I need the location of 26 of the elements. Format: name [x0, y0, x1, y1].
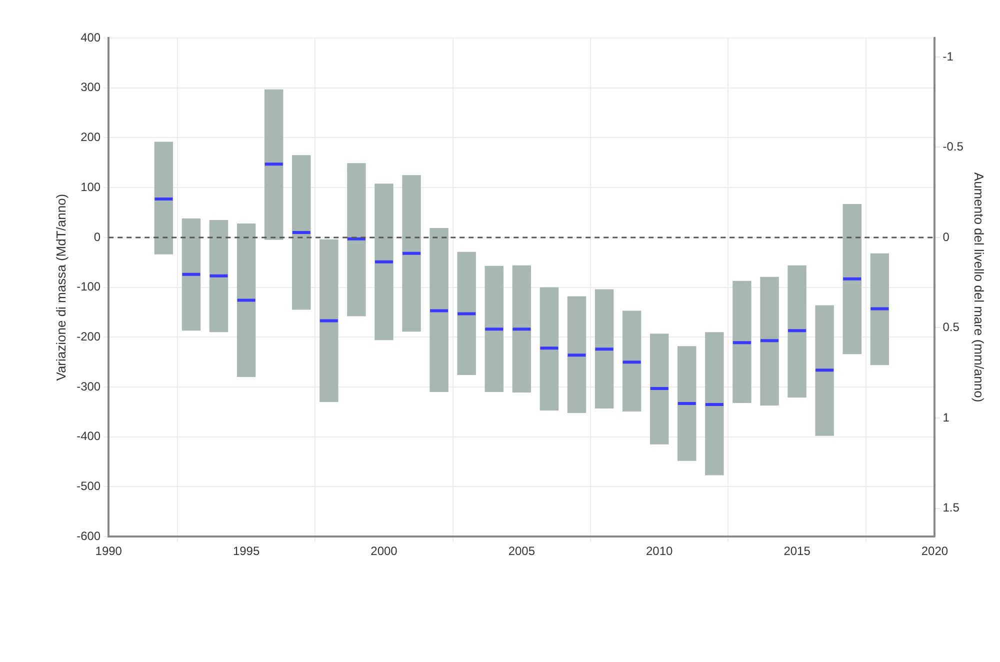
y2-tick-label: 1 — [942, 410, 950, 424]
y-tick-label: 300 — [80, 80, 101, 94]
y2-tick-label: -1 — [942, 49, 954, 64]
y2-axis-title: Aumento del livello del mare (mm/anno) — [972, 172, 987, 402]
y-tick-label: 200 — [80, 130, 101, 144]
x-tick-label: 2020 — [921, 544, 948, 558]
y-tick-label: -100 — [76, 280, 101, 294]
x-tick-label: 2005 — [508, 544, 536, 558]
x-tick-label: 1990 — [95, 544, 122, 558]
y-tick-label: 100 — [80, 180, 101, 194]
y2-tick-label: -0.5 — [942, 140, 964, 154]
x-tick-label: 2015 — [784, 544, 811, 558]
y-tick-label: 400 — [80, 30, 101, 44]
y-axis-title: Variazione di massa (MdT/anno) — [53, 194, 68, 381]
y-tick-label: -300 — [76, 379, 101, 394]
x-tick-label: 2010 — [646, 544, 674, 558]
y-tick-label: -200 — [76, 329, 101, 344]
y-tick-label: -600 — [76, 528, 101, 543]
x-tick-label: 1995 — [232, 544, 260, 558]
y2-tick-label: 0.5 — [942, 320, 960, 334]
y-tick-label: -500 — [76, 479, 101, 494]
x-tick-label: 2000 — [370, 544, 398, 558]
y2-tick-label: 0 — [942, 230, 950, 244]
y2-tick-label: 1.5 — [942, 500, 960, 515]
y-tick-label: -400 — [76, 429, 101, 444]
y-tick-label: 0 — [94, 230, 101, 244]
